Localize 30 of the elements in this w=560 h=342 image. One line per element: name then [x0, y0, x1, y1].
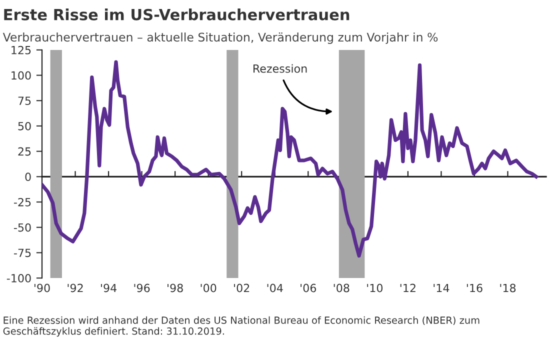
y-tick-label: 100 [12, 71, 31, 80]
y-tick-label: -100 [6, 274, 31, 282]
x-tick-label: '00 [200, 284, 216, 292]
y-tick-label: 125 [12, 46, 31, 54]
x-tick-label: '02 [234, 284, 250, 292]
y-tick-label: -25 [14, 198, 31, 206]
y-tick-label: 75 [18, 96, 31, 106]
y-tick-label: 25 [18, 147, 31, 156]
x-tick-label: '98 [168, 284, 183, 292]
x-tick-label: '94 [101, 284, 117, 292]
x-tick-label: '10 [367, 284, 383, 292]
y-tick-label: 0 [25, 172, 31, 182]
y-tick-label: -50 [14, 223, 31, 232]
x-tick-label: '90 [34, 284, 50, 292]
x-tick-label: '92 [68, 284, 83, 292]
band-label: Rezession [254, 64, 307, 73]
x-tick-label: '16 [466, 284, 482, 292]
text: Eine Rezession wird anhand der Daten des US National Bureau of Economic Research (NBER) zum Geschäftszyklus definiert. Stand: 31.10.2019. [3, 316, 480, 337]
x-tick-label: '12 [400, 284, 416, 292]
x-tick-label: '18 [500, 284, 516, 292]
y-tick-label: -75 [14, 248, 31, 258]
x-tick-label: '04 [267, 284, 283, 292]
x-tick-label: '96 [134, 284, 150, 292]
x-tick-label: '06 [300, 284, 316, 292]
line-series [42, 60, 538, 258]
x-tick-label: '08 [334, 284, 350, 292]
chart-subtitle: Verbrauchervertrauen – aktuelle Situation, Veränderung zum Vorjahr in % [2, 32, 438, 44]
x-tick-label: '14 [434, 284, 450, 292]
chart-title: Erste Risse im US-Verbrauchervertrauen [4, 8, 350, 20]
y-tick-label: 50 [18, 122, 31, 130]
